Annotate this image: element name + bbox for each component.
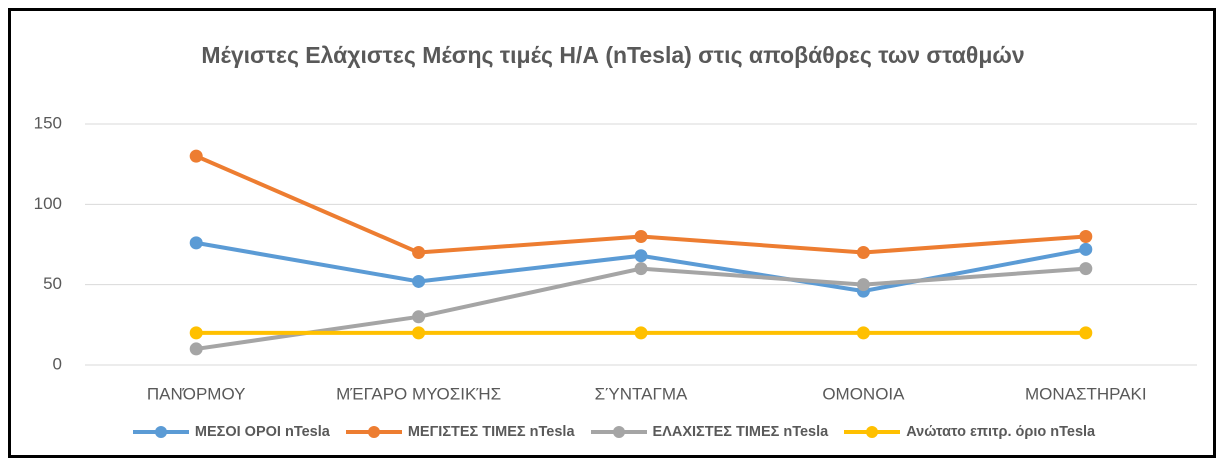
legend-item: ΜΕΣΟΙ ΟΡΟΙ nTesla <box>131 424 330 440</box>
data-point <box>189 236 203 250</box>
data-point <box>856 246 870 260</box>
data-point <box>634 262 648 276</box>
legend: ΜΕΣΟΙ ΟΡΟΙ nTesla ΜΕΓΙΣΤΕΣ ΤΙΜΕΣ nTesla ΕΛ… <box>0 424 1226 440</box>
data-point <box>412 310 426 324</box>
y-tick-label: 50 <box>43 274 62 293</box>
data-point <box>412 274 426 288</box>
x-tick-label: ΠΑΝΌΡΜΟΥ <box>147 384 246 403</box>
data-point <box>412 326 426 340</box>
x-tick-label: ΟΜΟΝΟΙΑ <box>822 384 905 403</box>
y-tick-label: 100 <box>34 194 62 213</box>
legend-label: ΜΕΓΙΣΤΕΣ ΤΙΜΕΣ nTesla <box>407 424 575 440</box>
legend-marker <box>866 426 879 438</box>
data-point <box>634 229 648 243</box>
data-point <box>189 342 203 356</box>
data-point <box>1079 242 1093 256</box>
x-tick-label: ΜΈΓΑΡΟ ΜΥΟΣΙΚΉΣ <box>336 384 501 403</box>
data-point <box>634 249 648 263</box>
data-point <box>189 326 203 340</box>
data-point <box>634 326 648 340</box>
y-tick-label: 150 <box>34 113 62 132</box>
legend-item: ΕΛΑΧΙΣΤΕΣ ΤΙΜΕΣ nTesla <box>589 424 829 440</box>
legend-label: Ανώτατο επιτρ. όριο nTesla <box>906 424 1096 440</box>
data-point <box>1079 326 1093 340</box>
legend-item: ΜΕΓΙΣΤΕΣ ΤΙΜΕΣ nTesla <box>344 424 575 440</box>
legend-marker <box>612 426 625 438</box>
data-point <box>412 246 426 260</box>
legend-label: ΜΕΣΟΙ ΟΡΟΙ nTesla <box>194 424 330 440</box>
data-point <box>856 326 870 340</box>
legend-swatch <box>345 426 402 438</box>
chart-border <box>8 8 1216 458</box>
data-point <box>856 278 870 292</box>
data-point <box>1079 229 1093 243</box>
legend-swatch <box>590 426 647 438</box>
legend-label: ΕΛΑΧΙΣΤΕΣ ΤΙΜΕΣ nTesla <box>652 424 829 440</box>
data-point <box>1079 262 1093 276</box>
y-tick-label: 0 <box>53 354 62 373</box>
data-point <box>189 149 203 163</box>
legend-swatch <box>844 426 901 438</box>
x-tick-label: ΣΎΝΤΑΓΜΑ <box>595 384 688 403</box>
chart-title: Μέγιστες Ελάχιστες Μέσης τιμές Η/Α (nTes… <box>201 42 1025 68</box>
x-tick-label: ΜΟΝΑΣΤΗΡΑΚΙ <box>1025 384 1147 403</box>
legend-swatch <box>132 426 189 438</box>
legend-marker <box>367 426 380 438</box>
legend-marker <box>154 426 167 438</box>
legend-item: Ανώτατο επιτρ. όριο nTesla <box>842 424 1095 440</box>
